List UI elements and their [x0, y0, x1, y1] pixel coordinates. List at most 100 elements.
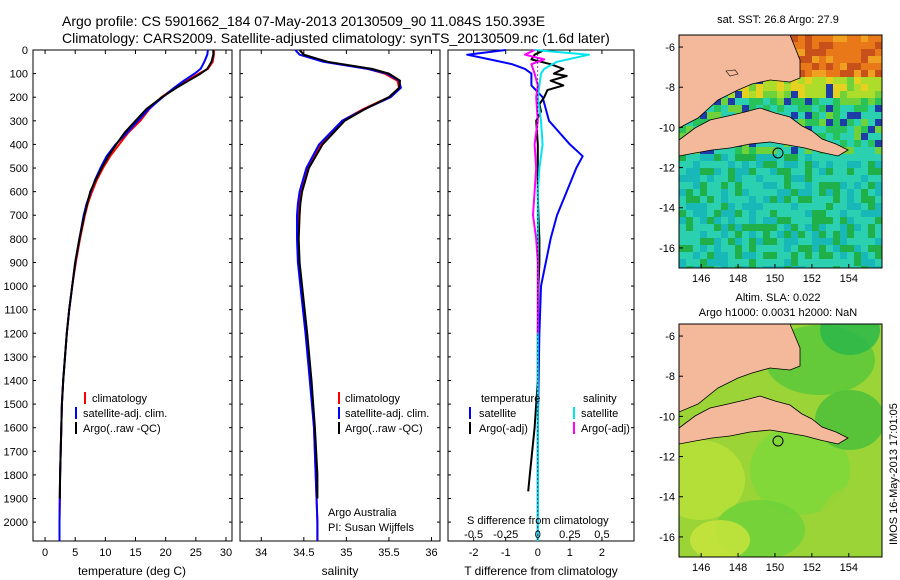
sst-cell [833, 112, 840, 119]
sst-cell [700, 245, 707, 252]
sst-cell [868, 196, 875, 203]
sst-cell [840, 91, 847, 98]
sst-cell [875, 175, 882, 182]
sst-cell [826, 210, 833, 217]
sst-cell [770, 252, 777, 259]
sst-cell [875, 224, 882, 231]
sst-cell [854, 196, 861, 203]
sst-cell [847, 84, 854, 91]
sst-cell [854, 112, 861, 119]
sst-cell [840, 70, 847, 77]
sst-cell [763, 161, 770, 168]
sst-cell [784, 175, 791, 182]
sst-cell [875, 210, 882, 217]
sst-cell [854, 105, 861, 112]
sst-cell [784, 210, 791, 217]
sst-cell [700, 259, 707, 266]
sst-cell [826, 84, 833, 91]
sst-cell [735, 238, 742, 245]
sst-cell [721, 259, 728, 266]
x-tick-labels: 0 5 10 15 20 25 30 34 34.5 35 35.5 36 -2 -1 0 1 2 [42, 547, 605, 559]
sst-cell [791, 238, 798, 245]
sst-cell [728, 154, 735, 161]
sst-cell [693, 217, 700, 224]
sst-cell [700, 231, 707, 238]
sst-cell [714, 259, 721, 266]
sst-cell [742, 175, 749, 182]
x-tick-label: 1 [567, 547, 573, 559]
sst-cell [714, 266, 721, 268]
sst-cell [840, 196, 847, 203]
sst-cell [840, 175, 847, 182]
sst-cell [840, 105, 847, 112]
map-lat-label: -6 [665, 42, 675, 54]
sst-cell [756, 203, 763, 210]
sst-cell [693, 182, 700, 189]
sst-cell [805, 49, 812, 56]
sst-cell [833, 119, 840, 126]
sst-cell [805, 224, 812, 231]
sst-cell [728, 224, 735, 231]
sst-cell [826, 91, 833, 98]
sst-cell [784, 266, 791, 268]
sst-cell [798, 259, 805, 266]
sst-cell [847, 49, 854, 56]
sst-cell [700, 210, 707, 217]
sst-cell [721, 147, 728, 154]
sst-cell [861, 259, 868, 266]
sst-cell [826, 189, 833, 196]
sst-cell [819, 175, 826, 182]
depth-tick-label: 100 [10, 69, 28, 81]
sst-cell [784, 168, 791, 175]
sst-cell [707, 259, 714, 266]
sst-cell [805, 182, 812, 189]
sst-cell [882, 49, 889, 56]
sst-cell [854, 35, 861, 42]
temperature-legend: climatology satellite-adj. clim. Argo(..… [75, 392, 167, 435]
sst-cell [798, 231, 805, 238]
sst-cell [798, 147, 805, 154]
x-tick-label: 2 [599, 547, 605, 559]
sst-cell [721, 161, 728, 168]
sst-cell [826, 266, 833, 268]
sst-cell [735, 252, 742, 259]
sst-cell [847, 217, 854, 224]
sst-cell [714, 238, 721, 245]
sst-cell [826, 238, 833, 245]
sst-cell [861, 217, 868, 224]
sst-cell [861, 70, 868, 77]
sst-cell [686, 238, 693, 245]
sst-cell [854, 91, 861, 98]
sst-cell [819, 63, 826, 70]
sst-cell [707, 238, 714, 245]
sst-cell [847, 147, 854, 154]
sst-cell [798, 189, 805, 196]
sst-cell [833, 70, 840, 77]
sst-cell [756, 140, 763, 147]
sla-land-papuan-peninsula [679, 395, 849, 445]
sst-cell [819, 105, 826, 112]
sst-cell [735, 147, 742, 154]
sst-cell [861, 161, 868, 168]
sst-cell [679, 175, 686, 182]
sst-cell [875, 49, 882, 56]
sst-cell [819, 77, 826, 84]
sst-cell [833, 49, 840, 56]
sst-cell [826, 35, 833, 42]
sst-cell [756, 196, 763, 203]
sst-cell [770, 182, 777, 189]
sst-cell [791, 224, 798, 231]
sst-cell [798, 77, 805, 84]
sst-cell [854, 168, 861, 175]
sst-cell [805, 147, 812, 154]
sst-cell [868, 161, 875, 168]
sst-cell [847, 161, 854, 168]
sst-cell [777, 231, 784, 238]
sst-cell [868, 245, 875, 252]
sst-cell [798, 112, 805, 119]
sst-cell [763, 189, 770, 196]
sst-cell [854, 154, 861, 161]
sst-cell [854, 84, 861, 91]
sst-cell [882, 210, 889, 217]
salinity-legend: climatology satellite-adj. clim. Argo(..… [328, 392, 429, 534]
